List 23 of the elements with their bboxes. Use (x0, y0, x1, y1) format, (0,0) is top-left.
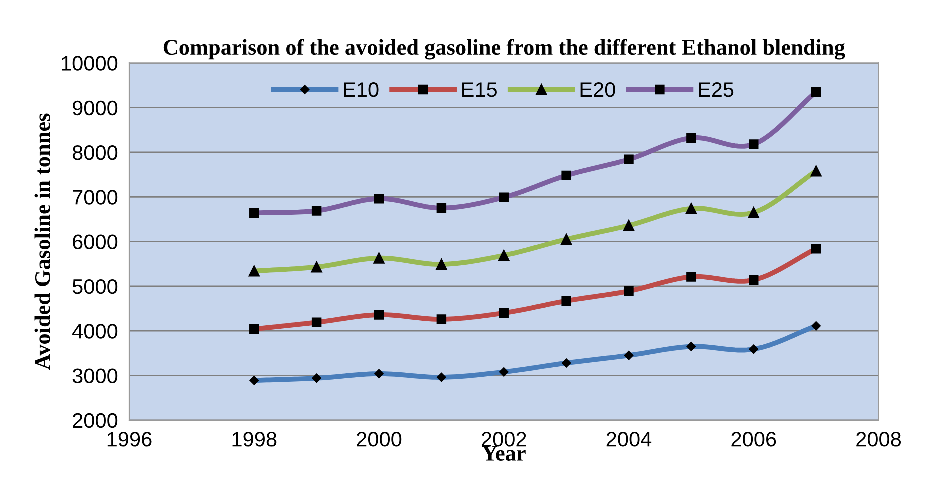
legend-label: E10 (344, 82, 379, 98)
y-tick-label: 3000 (72, 368, 118, 384)
y-axis-title: Avoided Gasoline in tonnes (34, 114, 50, 370)
y-tick-label: 5000 (72, 279, 118, 294)
x-tick-label: 2004 (606, 432, 652, 447)
y-tick-label: 6000 (73, 234, 118, 250)
legend-label: E20 (580, 82, 616, 98)
y-tick-label: 4000 (72, 324, 118, 339)
x-tick-label: 1998 (232, 432, 277, 447)
y-tick-label: 8000 (72, 145, 118, 160)
legend-label: E25 (699, 82, 734, 98)
x-tick-label: 2000 (357, 432, 402, 447)
y-tick-label: 10000 (62, 56, 118, 71)
x-axis-title: Year (482, 446, 526, 462)
y-tick-label: 7000 (73, 190, 118, 205)
x-tick-label: 1996 (108, 432, 152, 447)
chart-title: Comparison of the avoided gasoline from the different Ethanol blending (164, 39, 846, 60)
x-tick-label: 2006 (732, 432, 776, 447)
y-tick-label: 9000 (73, 100, 118, 116)
x-tick-label: 2008 (856, 432, 902, 447)
legend-label: E15 (462, 82, 498, 98)
x-tick-label: 2002 (482, 432, 526, 447)
y-tick-label: 2000 (73, 413, 118, 428)
